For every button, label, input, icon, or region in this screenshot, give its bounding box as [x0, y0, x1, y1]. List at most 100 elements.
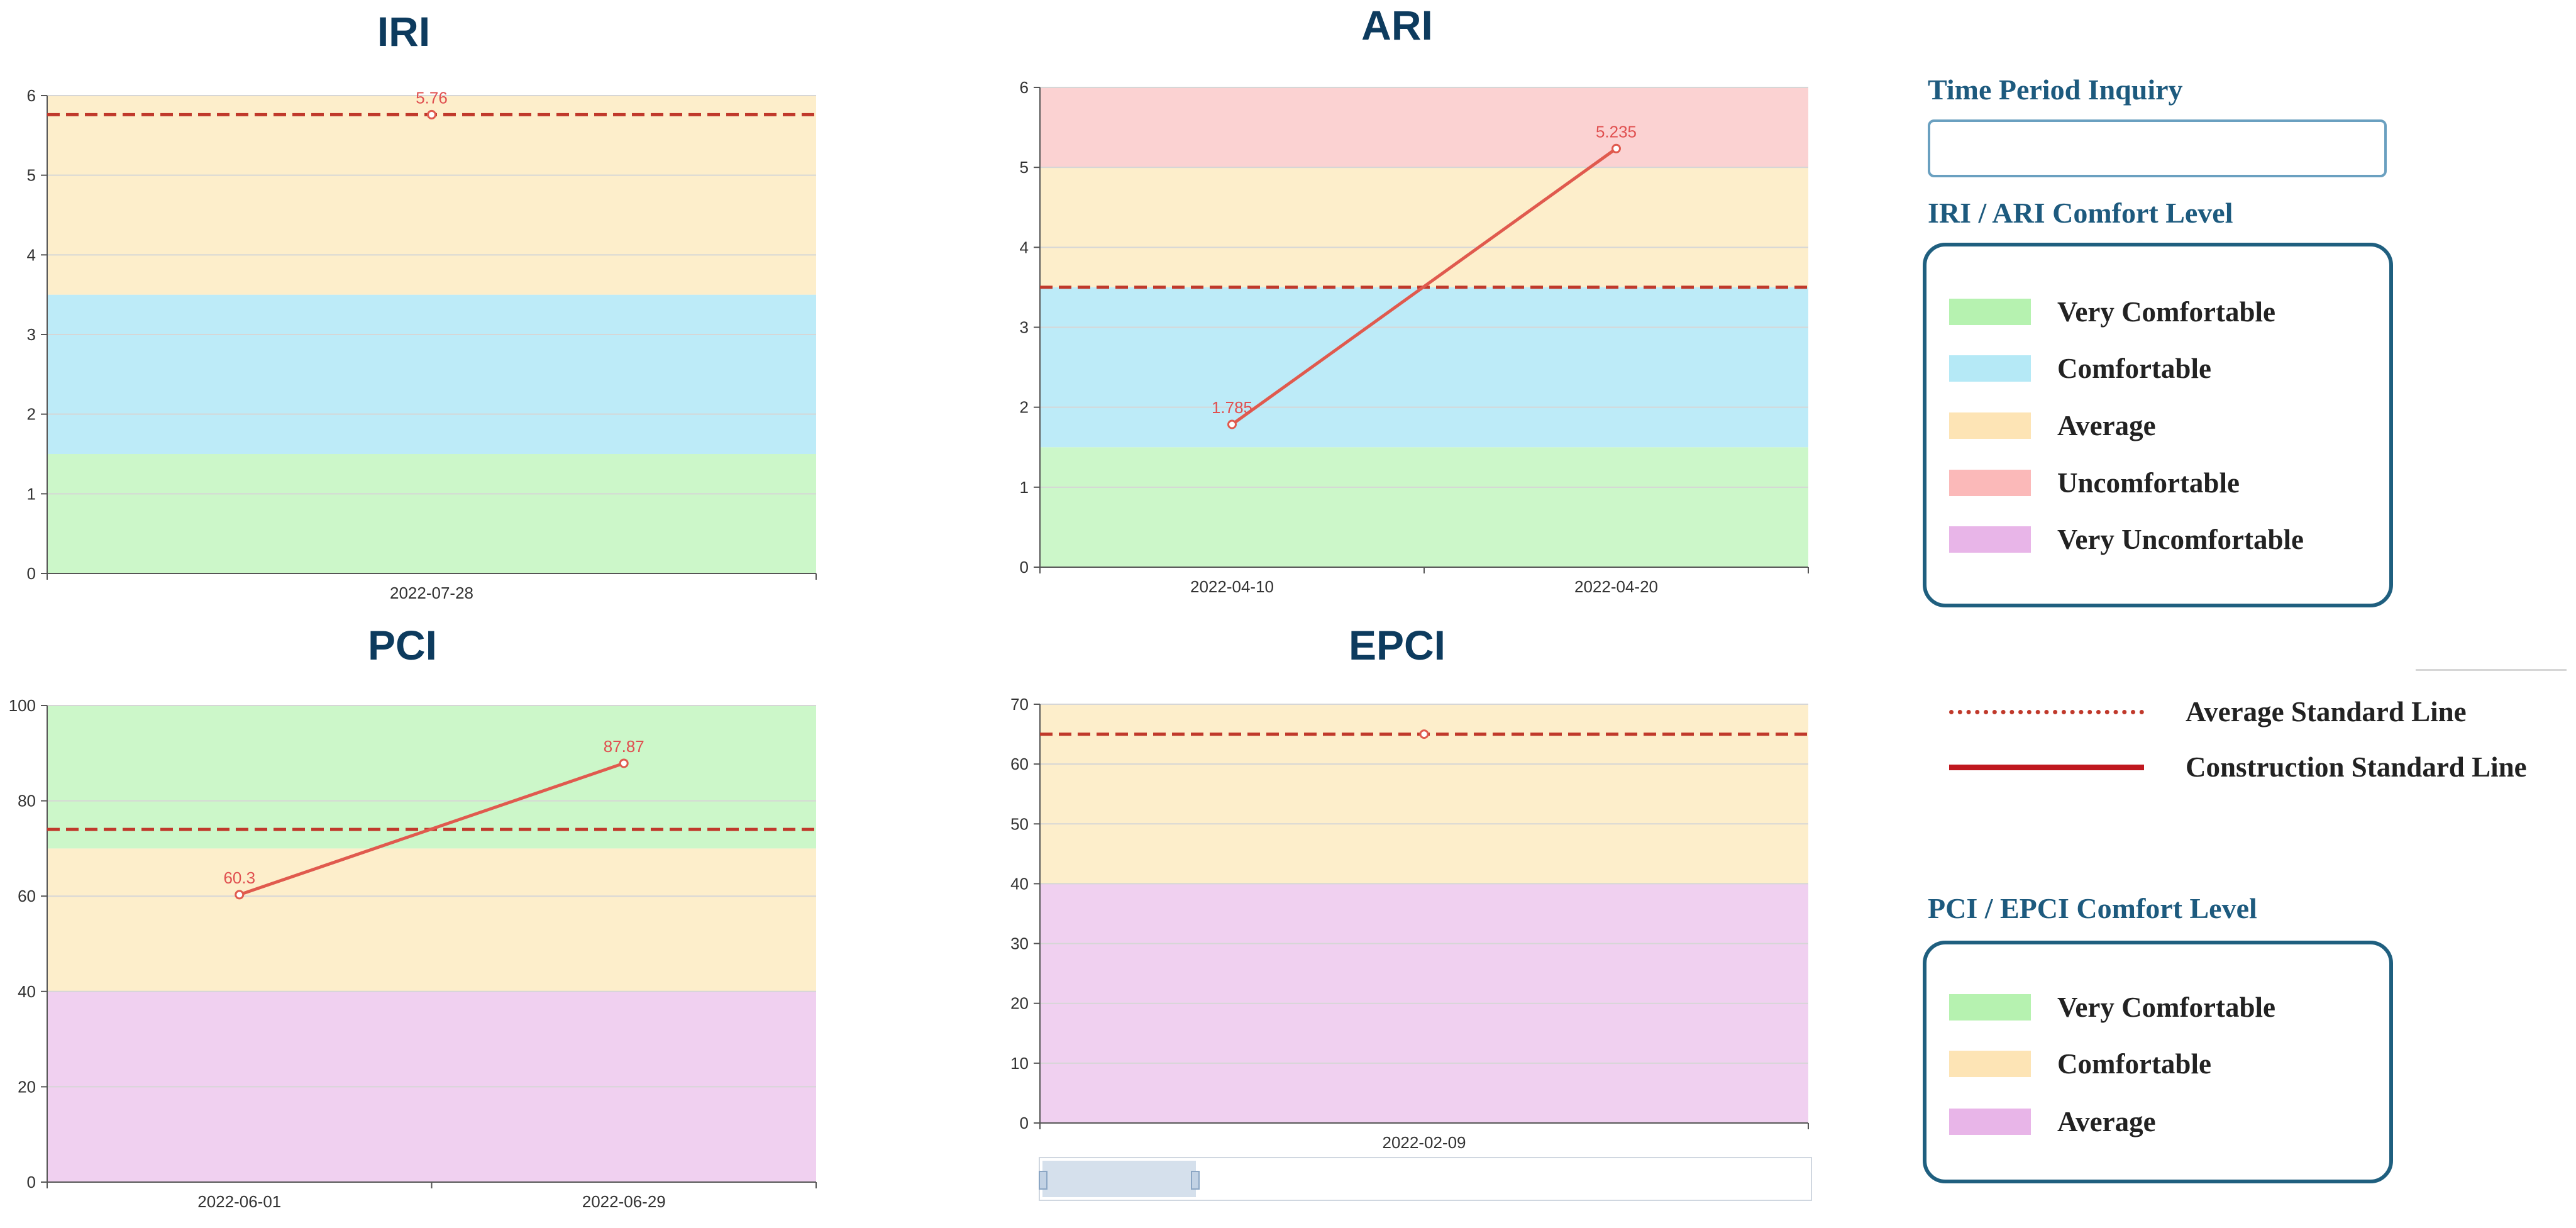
legend-label: Very Comfortable — [2057, 296, 2275, 328]
swatch-average — [1949, 1109, 2031, 1135]
x-tick-label: 2022-06-29 — [582, 1192, 666, 1211]
y-tick-label: 5 — [27, 166, 36, 185]
zoom-handle-left[interactable] — [1039, 1171, 1048, 1190]
comfort-band — [47, 454, 816, 573]
legend-item-very-uncomfortable: Very Uncomfortable — [1949, 523, 2304, 556]
divider — [2416, 669, 2567, 671]
x-tick-label: 2022-04-20 — [1574, 577, 1658, 596]
legend-label: Comfortable — [2057, 353, 2211, 384]
y-tick-label: 0 — [27, 1173, 36, 1192]
pci-epci-legend: Very Comfortable Comfortable Average — [1923, 941, 2393, 1183]
x-tick-label: 2022-07-28 — [390, 584, 473, 602]
chart-title-iri: IRI — [377, 8, 431, 55]
swatch-comfortable — [1949, 355, 2031, 382]
data-point — [619, 758, 629, 768]
y-tick-label: 4 — [27, 245, 36, 264]
chart-ari: 0 1 2 3 4 5 6 2022-04-10 2022-04-20 1.785 5.235 — [1020, 78, 1809, 596]
chart-pci: 0 20 40 60 80 100 2022-06-01 2022-06-29 60.3 87.8… — [9, 696, 817, 1211]
y-tick-label: 3 — [1020, 318, 1029, 337]
y-tick-label: 6 — [1020, 78, 1029, 97]
comfort-band — [1040, 447, 1808, 567]
construction-line-legend: Construction Standard Line — [1949, 751, 2527, 783]
chart-title-pci: PCI — [367, 622, 438, 668]
iri-ari-legend: Very Comfortable Comfortable Average Unc… — [1923, 243, 2393, 607]
average-line-label: Average Standard Line — [2186, 696, 2467, 727]
y-tick-label: 5 — [1020, 158, 1029, 177]
comfort-band — [1040, 167, 1808, 287]
legend-item-comfortable: Comfortable — [1949, 352, 2211, 385]
swatch-very-comfortable — [1949, 994, 2031, 1021]
y-tick-label: 20 — [1010, 994, 1029, 1013]
series-line — [1231, 147, 1617, 426]
comfort-band — [47, 705, 816, 849]
y-tick-label: 0 — [1020, 1114, 1029, 1132]
legend-label: Uncomfortable — [2057, 467, 2240, 499]
legend-label: Average — [2057, 1106, 2156, 1137]
chart-epci: 0 10 20 30 40 50 60 70 2022-02-09 — [1010, 695, 1809, 1152]
legend-item-very-comfortable: Very Comfortable — [1949, 296, 2275, 328]
y-tick-label: 1 — [27, 484, 36, 503]
data-point — [235, 890, 245, 900]
time-period-title: Time Period Inquiry — [1928, 74, 2183, 106]
legend-label: Very Comfortable — [2057, 992, 2275, 1023]
epci-zoom-slider[interactable] — [1039, 1157, 1812, 1201]
y-tick-label: 20 — [18, 1077, 36, 1096]
comfort-band — [47, 848, 816, 992]
solid-line-sample — [1949, 764, 2144, 770]
legend-label: Very Uncomfortable — [2057, 524, 2304, 555]
legend-item-average: Average — [1949, 409, 2156, 442]
y-tick-label: 100 — [9, 696, 36, 715]
zoom-window[interactable] — [1042, 1161, 1196, 1197]
comfort-band — [1040, 87, 1808, 168]
data-point — [1611, 143, 1621, 153]
y-tick-label: 4 — [1020, 238, 1029, 257]
y-tick-label: 3 — [27, 325, 36, 344]
data-label: 5.76 — [416, 88, 448, 107]
x-tick-label: 2022-04-10 — [1190, 577, 1274, 596]
legend-label: Average — [2057, 410, 2156, 441]
construction-line-label: Construction Standard Line — [2186, 751, 2527, 783]
swatch-very-uncomfortable — [1949, 526, 2031, 553]
comfort-band — [47, 294, 816, 454]
time-period-input[interactable] — [1928, 119, 2387, 177]
series-line — [238, 761, 625, 897]
pci-epci-legend-title: PCI / EPCI Comfort Level — [1928, 892, 2257, 924]
data-label: 60.3 — [223, 868, 255, 887]
legend-item-comfortable: Comfortable — [1949, 1048, 2211, 1080]
x-tick-label: 2022-02-09 — [1383, 1133, 1466, 1152]
y-tick-label: 40 — [1010, 874, 1029, 893]
y-tick-label: 2 — [27, 405, 36, 424]
y-tick-label: 60 — [18, 887, 36, 905]
chart-iri: 0 1 2 3 4 5 6 2022-07-28 5.76 — [27, 86, 817, 602]
zoom-handle-right[interactable] — [1191, 1171, 1200, 1190]
dashed-line-sample — [1949, 709, 2144, 714]
legend-label: Comfortable — [2057, 1048, 2211, 1080]
data-point — [1419, 729, 1429, 739]
legend-item-uncomfortable: Uncomfortable — [1949, 467, 2240, 499]
average-line-legend: Average Standard Line — [1949, 695, 2467, 728]
swatch-very-comfortable — [1949, 299, 2031, 325]
iri-ari-legend-title: IRI / ARI Comfort Level — [1928, 197, 2233, 229]
y-tick-label: 40 — [18, 982, 36, 1001]
data-point — [1227, 419, 1237, 429]
legend-item-average: Average — [1949, 1105, 2156, 1138]
y-tick-label: 0 — [1020, 558, 1029, 577]
y-tick-label: 60 — [1010, 755, 1029, 773]
comfort-band — [47, 96, 816, 295]
x-tick-label: 2022-06-01 — [197, 1192, 281, 1211]
y-tick-label: 10 — [1010, 1054, 1029, 1073]
swatch-uncomfortable — [1949, 470, 2031, 496]
y-tick-label: 70 — [1010, 695, 1029, 714]
swatch-average — [1949, 412, 2031, 439]
y-tick-label: 6 — [27, 86, 36, 105]
y-tick-label: 1 — [1020, 478, 1029, 497]
chart-title-ari: ARI — [1361, 2, 1433, 48]
data-label: 1.785 — [1212, 398, 1252, 417]
y-tick-label: 30 — [1010, 934, 1029, 953]
y-tick-label: 80 — [18, 792, 36, 810]
data-point — [427, 109, 436, 119]
comfort-band — [1040, 287, 1808, 448]
y-tick-label: 50 — [1010, 814, 1029, 833]
legend-item-very-comfortable: Very Comfortable — [1949, 991, 2275, 1024]
